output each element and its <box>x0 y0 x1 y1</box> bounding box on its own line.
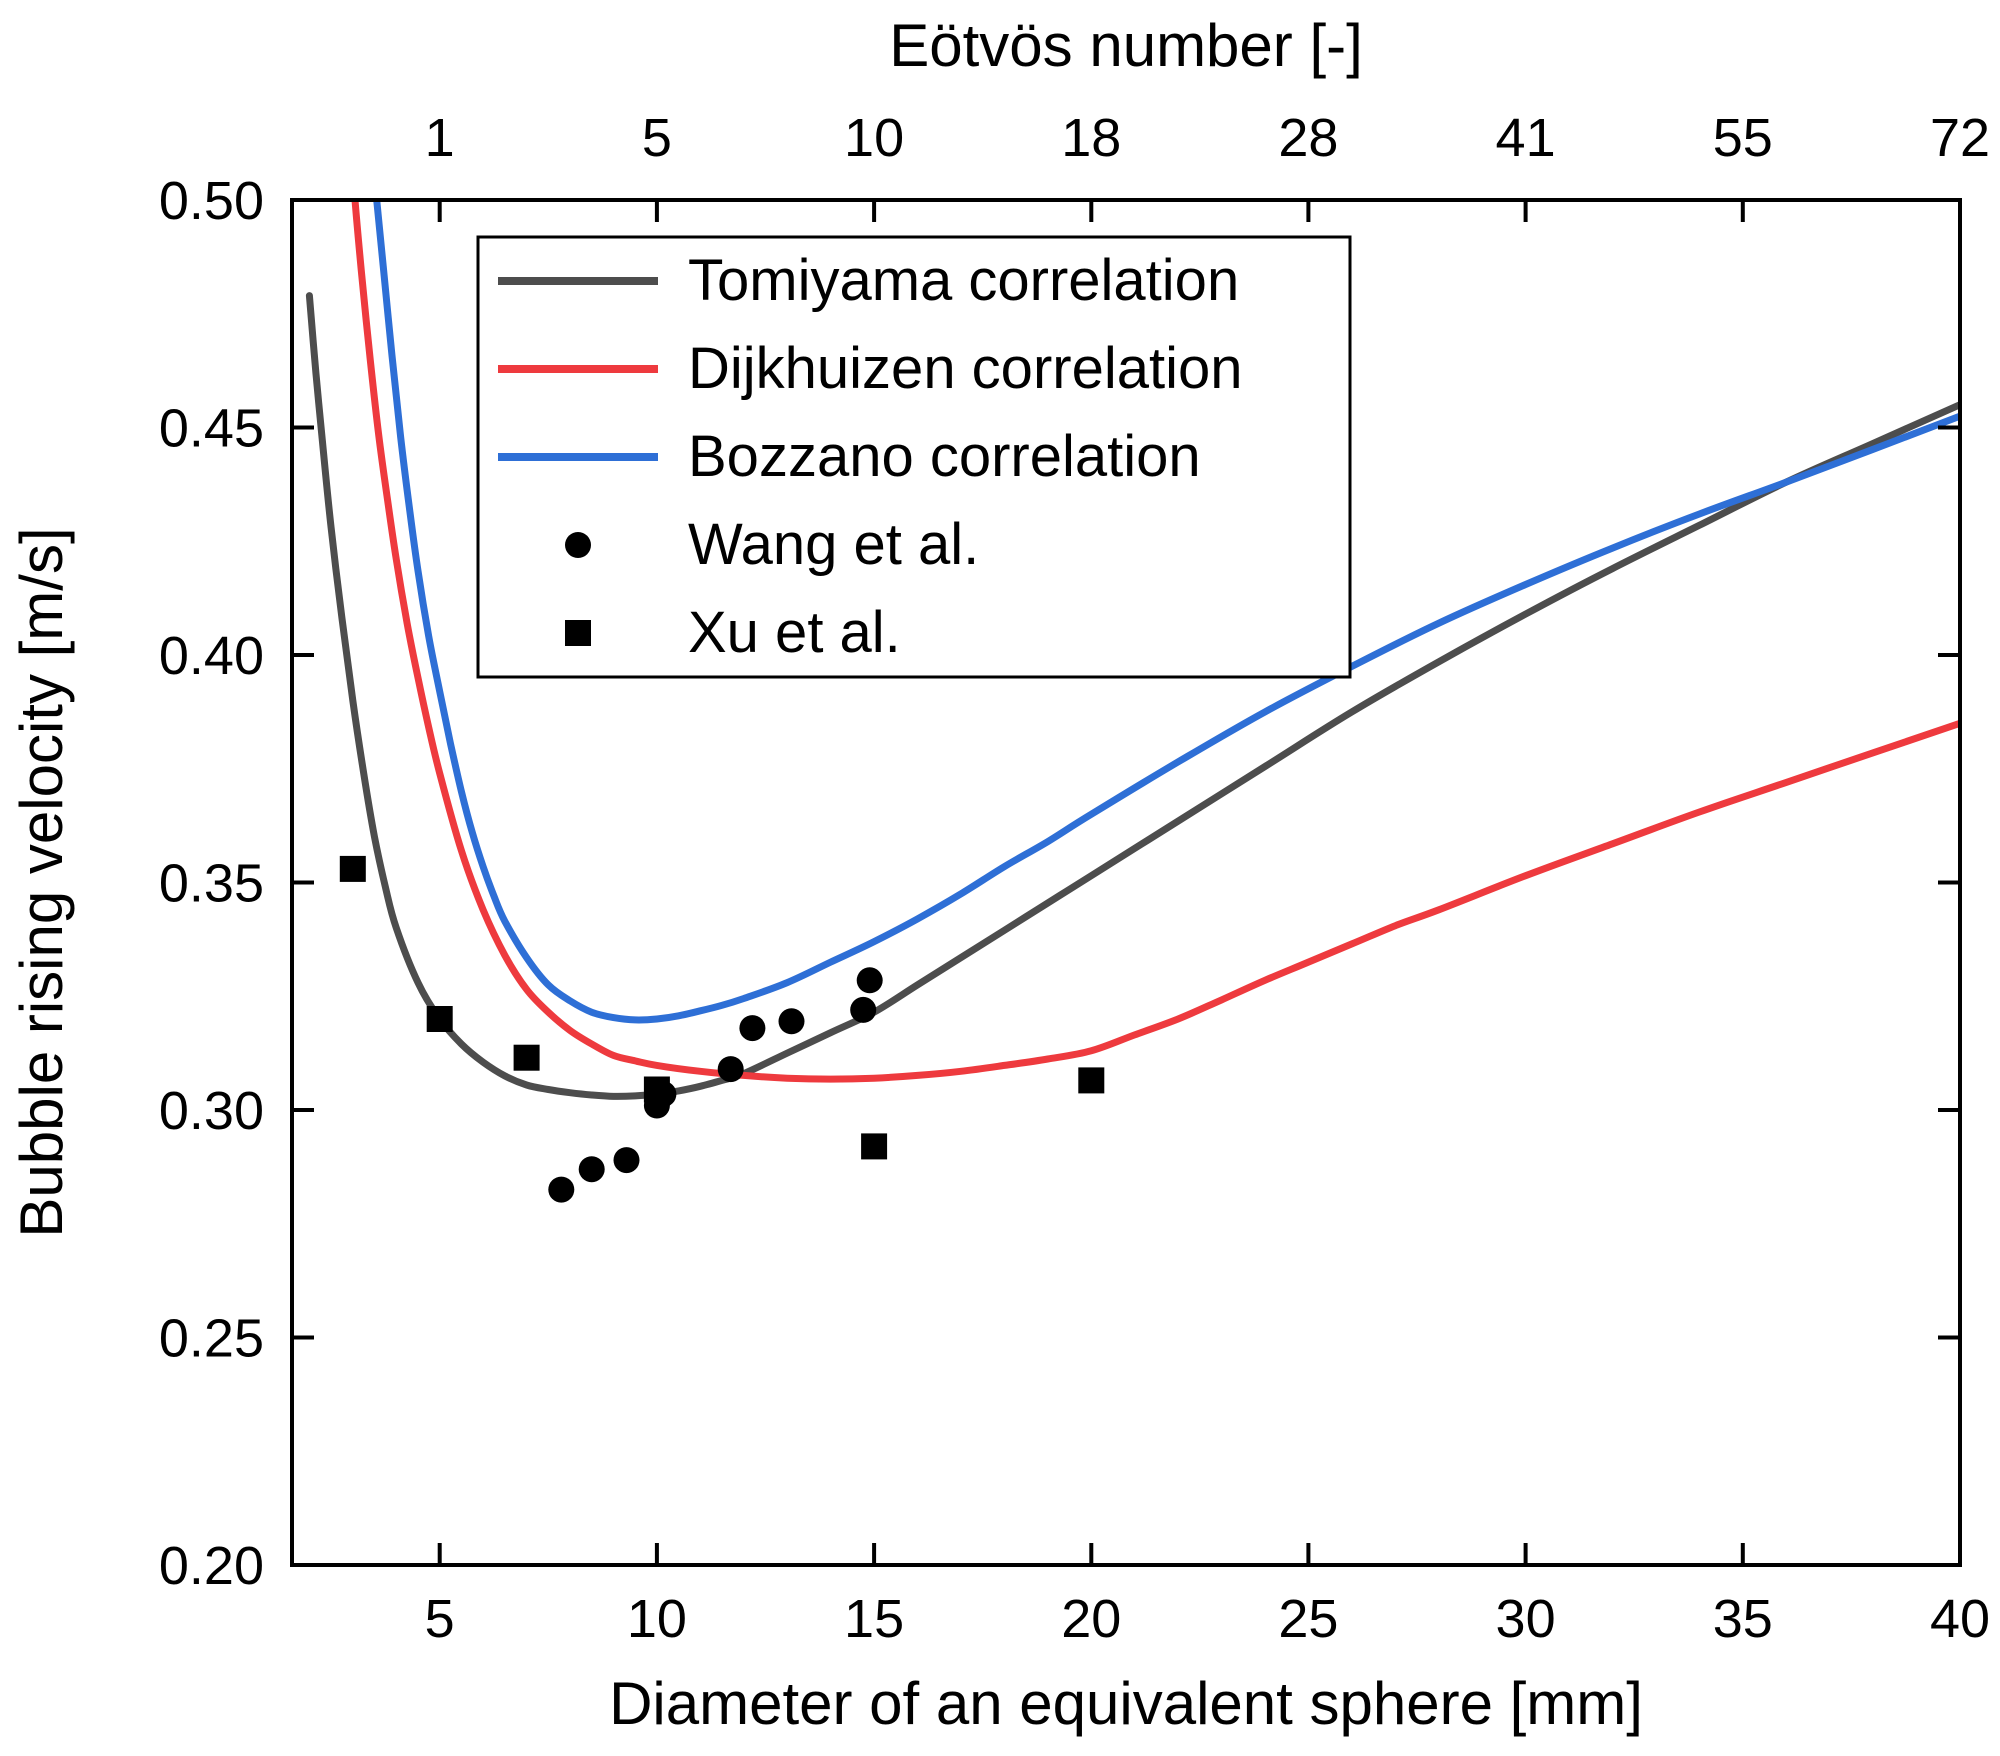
x-tick-label: 10 <box>627 1589 687 1649</box>
top-tick-label: 28 <box>1278 108 1338 168</box>
curve-bozzano-correlation <box>373 200 1960 1024</box>
data-point-square <box>1078 1067 1105 1094</box>
top-axis-title: Eötvös number [-] <box>889 12 1363 79</box>
data-point-square <box>861 1133 888 1160</box>
data-point-circle <box>856 967 883 994</box>
top-tick-label: 5 <box>642 108 672 168</box>
legend-circle-sample <box>565 532 591 558</box>
legend-label: Tomiyama correlation <box>688 248 1239 313</box>
data-point-circle <box>739 1015 766 1042</box>
x-tick-label: 40 <box>1930 1589 1990 1649</box>
curves <box>305 200 1960 1100</box>
data-point-circle <box>717 1056 744 1083</box>
curve-dijkhuizen-correlation <box>351 200 1960 1083</box>
x-tick-label: 20 <box>1061 1589 1121 1649</box>
tick-labels: 5 10 15 20 25 30 35 401 5 10 18 28 41 55 720.200.250.3… <box>159 108 1990 1649</box>
x-tick-label: 25 <box>1278 1589 1338 1649</box>
x-tick-label: 35 <box>1713 1589 1773 1649</box>
legend: Tomiyama correlation Dijkhuizen correlati… <box>476 235 1352 679</box>
y-axis-title: Bubble rising velocity [m/s] <box>8 527 75 1237</box>
data-point-circle <box>613 1147 640 1174</box>
top-tick-label: 72 <box>1930 108 1990 168</box>
data-point-square <box>339 855 366 882</box>
top-tick-label: 1 <box>425 108 455 168</box>
y-tick-label: 0.40 <box>159 626 264 686</box>
x-tick-label: 30 <box>1496 1589 1556 1649</box>
points-xu-et-al <box>339 855 1105 1160</box>
data-point-square <box>643 1076 670 1103</box>
y-tick-label: 0.25 <box>159 1309 264 1369</box>
data-point-circle <box>850 996 877 1023</box>
legend-label: Wang et al. <box>688 512 979 577</box>
data-point-circle <box>578 1156 605 1183</box>
legend-square-sample <box>565 620 591 646</box>
x-tick-label: 15 <box>844 1589 904 1649</box>
top-tick-label: 41 <box>1496 108 1556 168</box>
top-tick-label: 18 <box>1061 108 1121 168</box>
data-point-circle <box>548 1176 575 1203</box>
y-tick-label: 0.30 <box>159 1081 264 1141</box>
y-tick-label: 0.35 <box>159 854 264 914</box>
y-tick-label: 0.45 <box>159 399 264 459</box>
y-tick-label: 0.50 <box>159 171 264 231</box>
x-axis-title: Diameter of an equivalent sphere [mm] <box>609 1670 1643 1737</box>
top-tick-label: 55 <box>1713 108 1773 168</box>
data-point-circle <box>778 1008 805 1035</box>
axis-ticks <box>292 198 1962 1567</box>
data-point-square <box>426 1006 453 1032</box>
data-point-square <box>513 1044 540 1071</box>
legend-label: Xu et al. <box>688 600 901 665</box>
legend-label: Dijkhuizen correlation <box>688 336 1242 401</box>
y-tick-label: 0.20 <box>159 1536 264 1596</box>
x-tick-label: 5 <box>425 1589 455 1649</box>
curve-tomiyama-correlation <box>305 292 1960 1100</box>
legend-label: Bozzano correlation <box>688 424 1201 489</box>
top-tick-label: 10 <box>844 108 904 168</box>
